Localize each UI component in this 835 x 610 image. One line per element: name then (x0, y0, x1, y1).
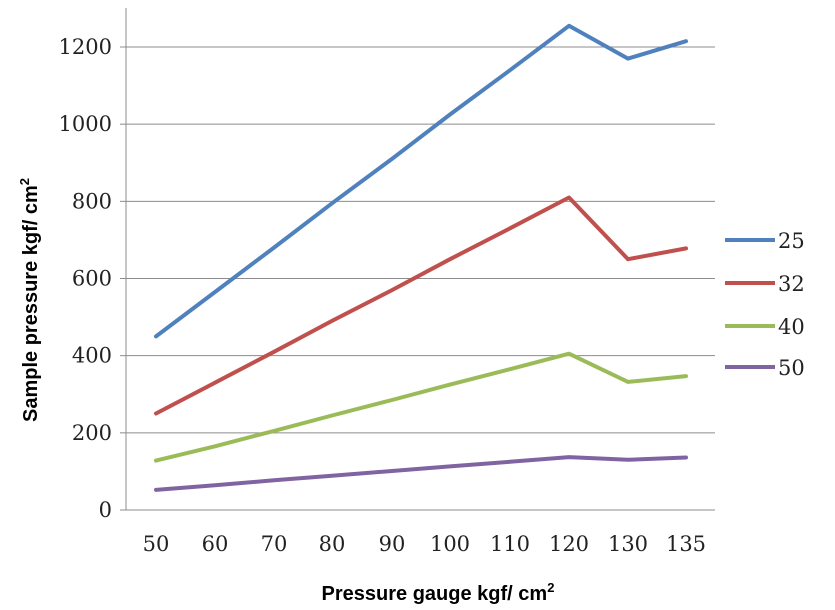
x-tick-label: 100 (430, 532, 470, 556)
x-tick-label: 90 (379, 532, 406, 556)
x-tick-label: 80 (319, 532, 346, 556)
y-tick-label: 0 (99, 498, 112, 522)
x-tick-label: 110 (490, 532, 530, 556)
y-axis-title: Sample pressure kgf/ cm2 (17, 178, 42, 422)
x-tick-label: 70 (261, 532, 288, 556)
series-line-32 (154, 195, 688, 416)
legend: 25 32 40 50 (725, 229, 805, 380)
x-axis-title: Pressure gauge kgf/ cm2 (322, 580, 555, 605)
x-tick-label: 60 (202, 532, 229, 556)
x-tick-label: 120 (549, 532, 589, 556)
y-tick-label: 400 (72, 344, 112, 368)
x-tick-label: 50 (143, 532, 170, 556)
x-tick-label: 135 (666, 532, 706, 556)
y-tick-label: 200 (72, 421, 112, 445)
axes (120, 8, 715, 511)
series-line-25 (154, 23, 688, 339)
x-tick-label: 130 (608, 532, 648, 556)
series-lines (154, 23, 688, 492)
series-line-50 (154, 455, 688, 492)
legend-label-25: 25 (778, 229, 805, 253)
y-tick-labels: 0 200 400 600 800 1000 1200 (59, 35, 112, 522)
legend-label-32: 32 (778, 272, 805, 296)
series-line-40 (154, 351, 688, 463)
gridlines (126, 46, 715, 434)
y-tick-label: 800 (72, 189, 112, 213)
x-tick-labels: 50 60 70 80 90 100 110 120 130 135 (143, 532, 706, 556)
y-tick-label: 1200 (59, 35, 112, 59)
legend-label-40: 40 (778, 315, 805, 339)
y-tick-label: 1000 (59, 112, 112, 136)
y-tick-label: 600 (72, 267, 112, 291)
legend-label-50: 50 (778, 356, 805, 380)
